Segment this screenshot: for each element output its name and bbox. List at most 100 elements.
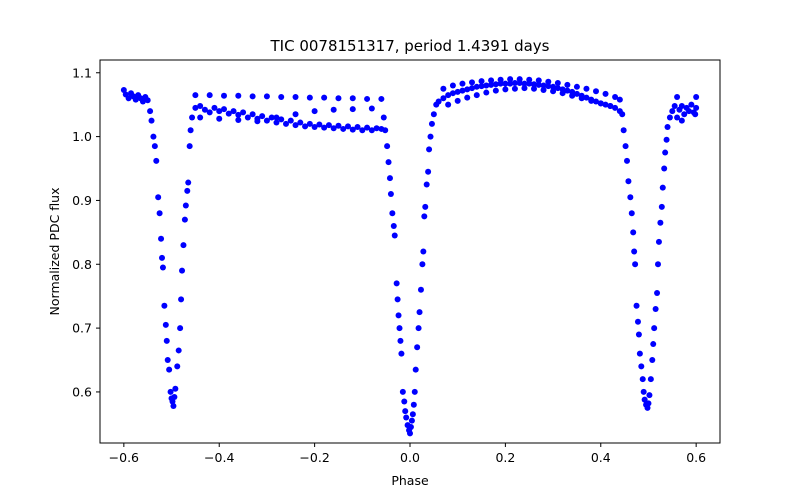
data-point [692,111,699,118]
data-point [445,101,452,108]
data-point [535,77,542,84]
data-point [420,248,427,255]
data-point [414,344,421,351]
data-point [545,78,552,85]
data-point [630,229,637,236]
data-point [412,366,419,373]
data-point [409,411,416,418]
data-point [658,203,665,210]
data-point [359,127,366,134]
data-point [674,114,681,121]
data-point [162,321,169,328]
data-point [535,81,542,88]
data-point [640,388,647,395]
data-point [345,123,351,130]
data-point [321,124,328,131]
data-point [132,96,139,103]
data-point [454,88,461,95]
data-point [464,86,471,93]
data-point [521,80,528,87]
data-point [419,261,426,268]
data-point [521,85,528,92]
data-point [473,83,480,90]
data-point [507,80,514,87]
data-point [178,296,185,303]
data-point [151,143,158,150]
data-point [235,111,242,118]
data-point [354,124,361,131]
data-point [625,178,632,185]
data-point [182,202,189,209]
data-point [192,92,199,99]
data-point [593,98,599,105]
data-point [384,143,391,150]
data-point [426,146,433,153]
data-point [440,85,447,92]
y-tick-label: 1.0 [72,129,92,144]
y-tick-label: 1.1 [72,65,92,80]
data-point [244,114,251,121]
data-point [249,111,256,118]
data-point [619,111,626,118]
data-point [559,90,566,97]
chart-title: TIC 0078151317, period 1.4391 days [269,37,549,55]
data-point [410,401,417,408]
x-tick-label: −0.6 [109,450,139,465]
data-point [268,114,275,121]
data-point [554,79,561,86]
data-point [401,398,408,405]
data-point [647,376,654,383]
data-point [478,83,485,90]
data-point [254,118,261,125]
data-point [249,93,256,100]
data-point [678,117,685,124]
data-point [385,159,392,166]
data-point [511,79,518,86]
data-point [206,109,213,116]
data-point [240,109,247,116]
data-point [661,165,668,172]
data-point [602,90,609,97]
data-point [686,108,692,115]
data-point [646,392,653,399]
data-point [545,83,552,90]
data-point [144,97,151,104]
data-point [636,350,643,357]
data-point [192,104,199,111]
data-point [311,124,318,131]
data-point [469,85,475,92]
data-point [612,94,619,101]
data-point [627,194,634,201]
data-point [652,305,659,312]
x-axis-label: Phase [391,473,429,488]
data-point [230,108,237,115]
data-point [378,95,385,102]
data-point [634,318,641,325]
data-point [335,122,342,129]
data-point [464,94,471,101]
data-point [492,81,499,88]
data-point [166,366,173,373]
data-point [488,77,495,84]
data-point [531,85,537,92]
x-tick-label: 0.4 [591,450,611,465]
data-point [368,105,375,112]
data-point [161,302,168,309]
data-point [235,117,242,123]
data-point [330,125,337,132]
x-tick-label: 0.2 [495,450,515,465]
data-point [669,108,676,115]
data-point [221,92,227,99]
data-point [632,261,639,268]
data-point [368,127,375,134]
data-point [263,93,270,100]
data-point [633,302,640,309]
data-point [664,124,671,131]
data-points [120,76,700,437]
data-point [635,331,642,338]
data-point [655,261,661,268]
data-point [221,106,227,113]
data-point [602,101,609,108]
data-point [398,350,405,357]
data-point [167,388,174,395]
